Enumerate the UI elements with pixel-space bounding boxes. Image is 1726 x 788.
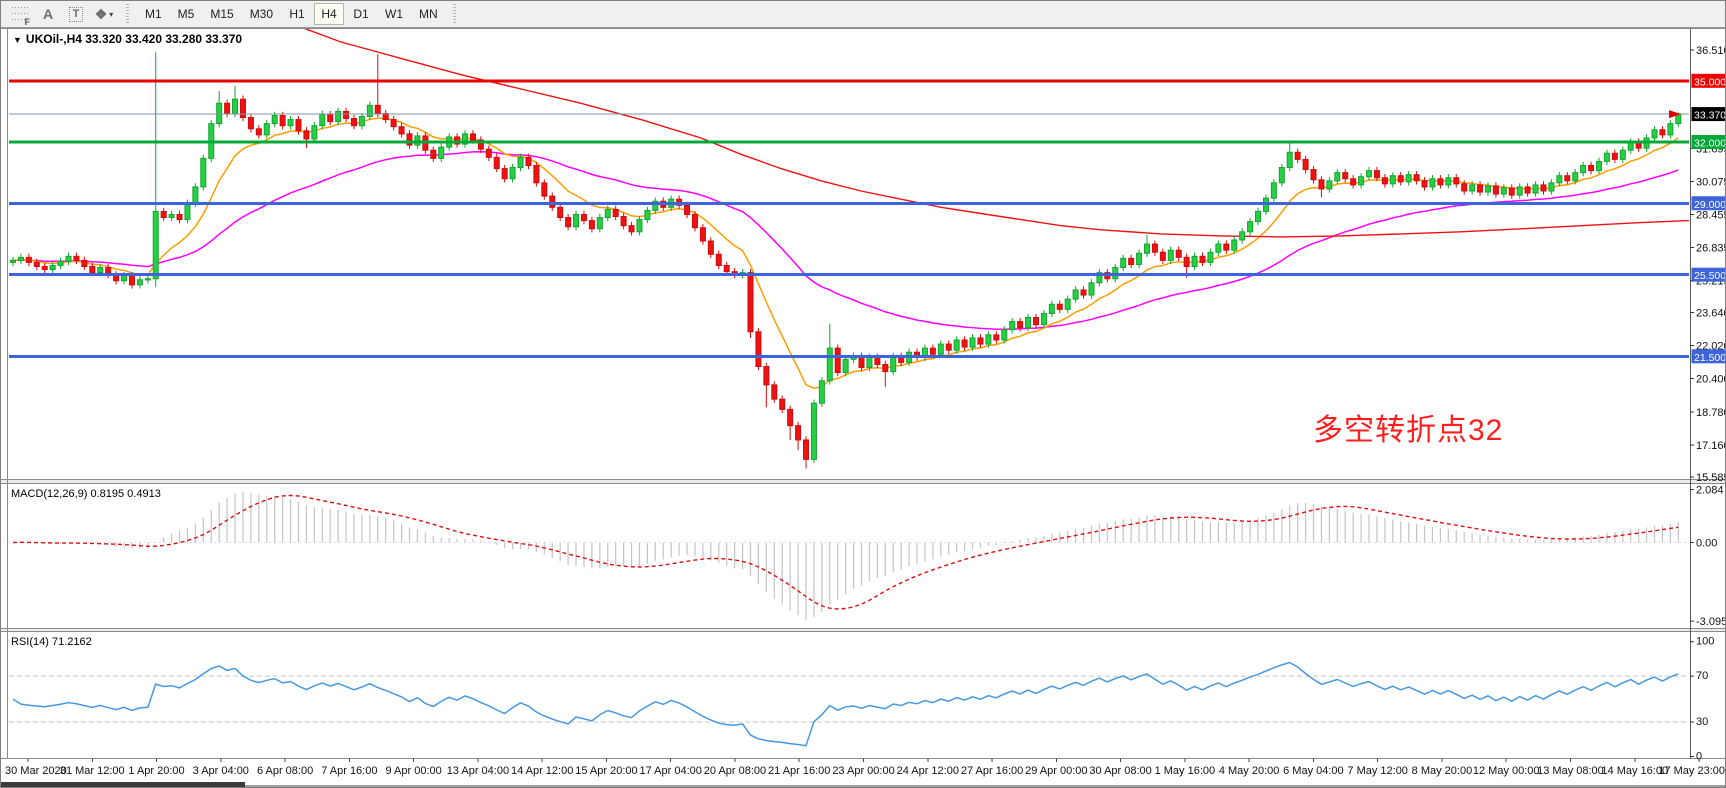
timeframe-button-m5[interactable]: M5 xyxy=(171,3,202,25)
text-tool-icon[interactable]: A xyxy=(35,3,61,25)
svg-text:27 Apr 16:00: 27 Apr 16:00 xyxy=(961,765,1023,777)
svg-text:7 May 12:00: 7 May 12:00 xyxy=(1347,765,1408,777)
svg-text:0: 0 xyxy=(1696,751,1702,763)
svg-text:30 Mar 2020: 30 Mar 2020 xyxy=(5,765,67,777)
svg-text:29.000: 29.000 xyxy=(1694,199,1726,211)
svg-text:6 Apr 08:00: 6 Apr 08:00 xyxy=(257,765,313,777)
svg-text:25.500: 25.500 xyxy=(1694,270,1726,282)
timeframe-button-w1[interactable]: W1 xyxy=(378,3,410,25)
svg-text:1 Apr 20:00: 1 Apr 20:00 xyxy=(128,765,184,777)
timeframe-button-h1[interactable]: H1 xyxy=(282,3,312,25)
svg-text:2.084: 2.084 xyxy=(1696,485,1724,497)
arrows-tool-icon[interactable]: ❖ ▾ xyxy=(91,3,117,25)
fibonacci-tool-icon[interactable]: F xyxy=(7,3,33,27)
svg-text:70: 70 xyxy=(1696,670,1708,682)
svg-text:13 Apr 04:00: 13 Apr 04:00 xyxy=(447,765,509,777)
svg-text:21.500: 21.500 xyxy=(1694,352,1726,364)
label-tool-icon[interactable]: T xyxy=(63,3,89,25)
svg-text:9 Apr 00:00: 9 Apr 00:00 xyxy=(385,765,441,777)
svg-text:100: 100 xyxy=(1696,636,1714,648)
svg-text:35.000: 35.000 xyxy=(1694,76,1726,88)
svg-text:12 May 00:00: 12 May 00:00 xyxy=(1473,765,1540,777)
svg-text:26.835: 26.835 xyxy=(1696,242,1726,254)
svg-text:17 Apr 04:00: 17 Apr 04:00 xyxy=(640,765,702,777)
svg-text:3 Apr 04:00: 3 Apr 04:00 xyxy=(193,765,249,777)
fibonacci-lines-glyph: F xyxy=(12,7,30,27)
text-tool-letter: A xyxy=(42,6,54,22)
svg-text:24 Apr 12:00: 24 Apr 12:00 xyxy=(897,765,959,777)
svg-text:23 Apr 00:00: 23 Apr 00:00 xyxy=(832,765,894,777)
timeframe-button-m15[interactable]: M15 xyxy=(203,3,240,25)
svg-text:20.400: 20.400 xyxy=(1696,374,1726,386)
timeframe-group: M1 M5 M15 M30 H1 H4 D1 W1 MN xyxy=(137,3,446,25)
svg-text:30: 30 xyxy=(1696,716,1708,728)
svg-text:30.075: 30.075 xyxy=(1696,176,1726,188)
svg-text:36.510: 36.510 xyxy=(1696,45,1726,57)
svg-text:23.640: 23.640 xyxy=(1696,308,1726,320)
svg-text:15.585: 15.585 xyxy=(1696,472,1726,484)
fibonacci-letter: F xyxy=(24,17,31,27)
svg-text:0.00: 0.00 xyxy=(1696,538,1717,550)
timeframe-button-m1[interactable]: M1 xyxy=(138,3,169,25)
svg-text:32.000: 32.000 xyxy=(1694,138,1726,150)
svg-text:33.370: 33.370 xyxy=(1694,110,1726,122)
arrows-glyph: ❖ xyxy=(94,5,108,22)
svg-text:17.160: 17.160 xyxy=(1696,440,1726,452)
timeframe-button-d1[interactable]: D1 xyxy=(346,3,376,25)
svg-text:6 May 04:00: 6 May 04:00 xyxy=(1283,765,1344,777)
toolbar: F A T ❖ ▾ M1 M5 M15 M30 H1 H4 D1 W1 MN xyxy=(1,1,1725,28)
svg-text:20 Apr 08:00: 20 Apr 08:00 xyxy=(704,765,766,777)
svg-text:4 May 20:00: 4 May 20:00 xyxy=(1219,765,1280,777)
svg-text:-3.0957: -3.0957 xyxy=(1696,616,1726,628)
svg-text:29 Apr 00:00: 29 Apr 00:00 xyxy=(1025,765,1087,777)
label-tool-letter: T xyxy=(68,6,84,22)
svg-text:17 May 23:00: 17 May 23:00 xyxy=(1658,765,1725,777)
svg-text:31 Mar 12:00: 31 Mar 12:00 xyxy=(60,765,125,777)
timeframe-button-mn[interactable]: MN xyxy=(412,3,445,25)
svg-text:30 Apr 08:00: 30 Apr 08:00 xyxy=(1089,765,1151,777)
svg-text:7 Apr 16:00: 7 Apr 16:00 xyxy=(321,765,377,777)
timeframe-button-h4[interactable]: H4 xyxy=(314,3,345,25)
toolbar-grip[interactable] xyxy=(124,4,132,24)
svg-text:13 May 08:00: 13 May 08:00 xyxy=(1537,765,1604,777)
dropdown-caret-icon[interactable]: ▾ xyxy=(109,9,114,19)
svg-text:15 Apr 20:00: 15 Apr 20:00 xyxy=(575,765,637,777)
svg-text:8 May 20:00: 8 May 20:00 xyxy=(1412,765,1473,777)
svg-text:28.455: 28.455 xyxy=(1696,209,1726,221)
svg-text:21 Apr 16:00: 21 Apr 16:00 xyxy=(768,765,830,777)
toolbar-grip-2[interactable] xyxy=(450,4,459,24)
svg-text:14 Apr 12:00: 14 Apr 12:00 xyxy=(511,765,573,777)
svg-text:1 May 16:00: 1 May 16:00 xyxy=(1155,765,1216,777)
svg-text:18.780: 18.780 xyxy=(1696,407,1726,419)
svg-text:14 May 16:00: 14 May 16:00 xyxy=(1601,765,1668,777)
timeframe-button-m30[interactable]: M30 xyxy=(243,3,280,25)
